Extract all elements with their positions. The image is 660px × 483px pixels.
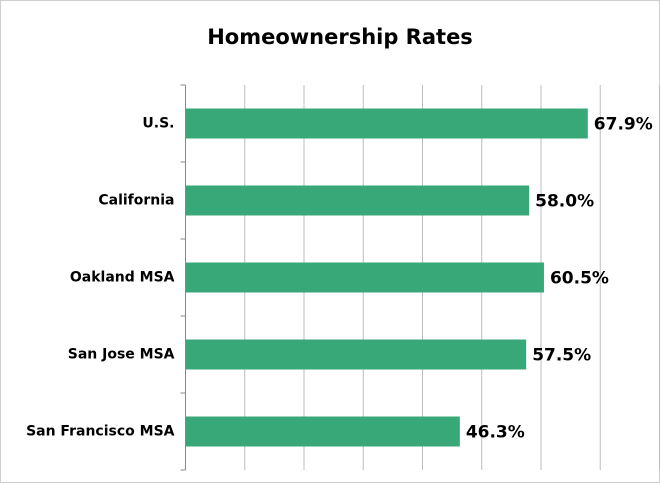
y-tick-label: San Francisco MSA: [26, 424, 175, 440]
data-label: 60.5%: [550, 269, 609, 289]
y-tick-label: California: [98, 193, 174, 209]
bar: [185, 262, 544, 293]
bar: [185, 108, 588, 139]
bar: [185, 416, 460, 447]
bar: [185, 339, 527, 370]
data-label: 67.9%: [594, 115, 653, 135]
y-tick-label: San Jose MSA: [68, 347, 175, 363]
data-label: 57.5%: [532, 346, 591, 366]
y-tick-label: Oakland MSA: [70, 270, 175, 286]
chart-title: Homeownership Rates: [207, 25, 473, 49]
bar: [185, 185, 530, 216]
data-label: 46.3%: [466, 423, 525, 443]
data-label: 58.0%: [535, 192, 594, 212]
y-tick-label: U.S.: [142, 116, 174, 132]
